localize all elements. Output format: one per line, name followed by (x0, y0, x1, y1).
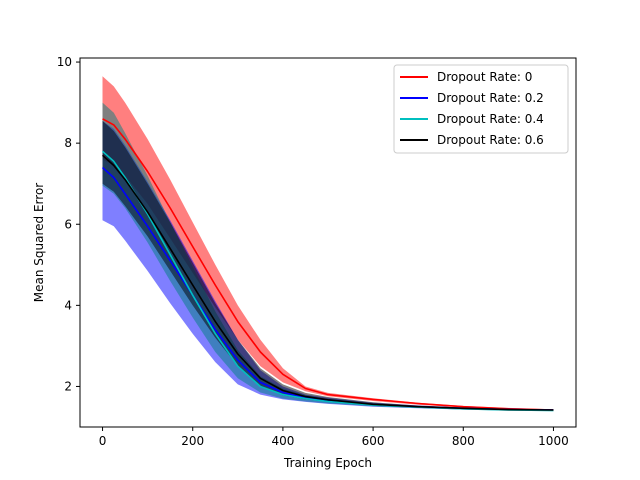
legend-label-3: Dropout Rate: 0.6 (437, 133, 544, 147)
x-axis-ticks: 0 200 400 600 800 1000 (99, 427, 569, 448)
legend-box (393, 64, 569, 154)
plot-frame (79, 57, 577, 428)
y-axis-ticks: 2 4 6 8 10 (57, 55, 80, 393)
band-series-0 (102, 76, 554, 411)
x-tick-label: 400 (271, 434, 294, 448)
legend: Dropout Rate: 0 Dropout Rate: 0.2 Dropout … (393, 64, 569, 154)
legend-label-1: Dropout Rate: 0.2 (437, 91, 544, 105)
y-axis-label: Mean Squared Error (32, 183, 46, 303)
y-tick-label: 10 (57, 55, 72, 69)
line-series-3 (101, 154, 554, 411)
band-series-3 (102, 120, 554, 411)
y-tick-label: 2 (64, 379, 72, 393)
y-tick-label: 6 (64, 217, 72, 231)
x-tick-label: 600 (362, 434, 385, 448)
legend-label-0: Dropout Rate: 0 (437, 70, 532, 84)
x-tick-label: 200 (181, 434, 204, 448)
series-lines (101, 118, 554, 412)
x-tick-label: 800 (452, 434, 475, 448)
x-tick-label: 1000 (538, 434, 569, 448)
line-series-0 (102, 118, 554, 411)
y-tick-label: 4 (64, 298, 72, 312)
legend-label-2: Dropout Rate: 0.4 (437, 112, 544, 126)
x-axis-label: Training Epoch (283, 456, 372, 470)
x-tick-label: 0 (99, 434, 107, 448)
y-tick-label: 8 (64, 136, 72, 150)
